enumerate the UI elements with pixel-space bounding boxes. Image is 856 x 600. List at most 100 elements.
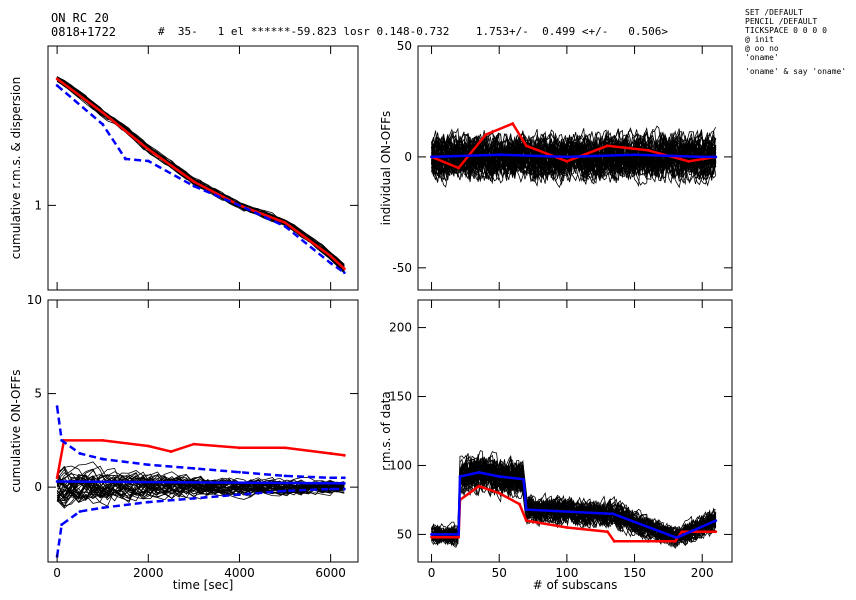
y-axis-label: r.m.s. of data <box>379 391 393 470</box>
individual-traces <box>431 450 717 549</box>
series-blue-point <box>238 493 241 497</box>
trace-line <box>56 76 345 272</box>
series-blue-point <box>101 457 105 461</box>
trace-line <box>56 78 345 266</box>
series-blue-point <box>342 271 346 275</box>
series-blue-point <box>55 84 59 87</box>
series-red-point <box>238 446 241 450</box>
series-blue-point <box>124 157 127 161</box>
series-blue-point <box>78 452 82 455</box>
series-blue-point <box>524 508 528 511</box>
series-blue-point <box>342 476 346 480</box>
series-red-point <box>565 526 569 529</box>
y-tick-label: 0 <box>34 480 42 494</box>
series-red-point <box>565 159 569 163</box>
plot-area <box>430 450 718 549</box>
series-blue-point <box>60 523 64 526</box>
series-blue-point <box>342 487 346 491</box>
trace-line <box>431 130 717 183</box>
individual-traces <box>56 461 345 509</box>
series-red-point <box>329 452 333 455</box>
series-red-point <box>192 442 196 446</box>
series-blue-point <box>238 203 241 207</box>
x-tick-label: 0 <box>53 566 61 580</box>
series-blue-point <box>497 475 501 478</box>
series-blue-point <box>60 438 64 442</box>
trace-line <box>56 471 345 504</box>
series-blue-point <box>676 535 680 539</box>
series-blue-point <box>78 510 82 513</box>
x-tick-label: 150 <box>623 566 646 580</box>
trace-line <box>56 76 345 272</box>
series-blue-point <box>673 535 677 539</box>
trace-line <box>56 77 345 268</box>
x-tick-label: 4000 <box>224 566 255 580</box>
series-blue-point <box>55 480 59 483</box>
plot-frame <box>417 45 733 291</box>
trace-line <box>431 134 717 184</box>
trace-line <box>56 77 345 269</box>
series-red-point <box>646 539 650 543</box>
plot-frame <box>47 45 359 291</box>
trace-line <box>56 76 345 273</box>
series-red-point <box>329 254 333 258</box>
series-red-point <box>101 111 105 115</box>
series-blue-point <box>611 512 615 516</box>
y-axis-label: cumulative ON-OFFs <box>9 369 23 492</box>
y-tick-label: 5 <box>34 387 42 401</box>
trace-line <box>56 77 345 269</box>
series-blue-point <box>329 476 333 480</box>
series-blue-point <box>101 506 105 510</box>
series-blue-point <box>146 463 150 467</box>
trace-line <box>56 470 345 499</box>
trace-line <box>431 134 717 185</box>
series-blue-line <box>431 153 716 159</box>
series-blue-line <box>57 480 345 485</box>
series-blue-point <box>146 500 150 504</box>
series-red-point <box>680 530 684 534</box>
series-red-point <box>430 535 433 539</box>
y-tick-label: 50 <box>397 527 412 541</box>
x-tick-label: 6000 <box>315 566 346 580</box>
top-left-chart: 1 cumulative r.m.s. & dispersion <box>9 45 359 291</box>
trace-line <box>56 78 345 267</box>
series-blue-point <box>329 261 333 265</box>
header-source: 0818+1722 <box>51 25 117 39</box>
series-red-point <box>518 502 521 506</box>
series-red-point <box>511 122 515 126</box>
series-blue-point <box>342 482 346 485</box>
series-red-line <box>55 439 345 479</box>
series-red-point <box>497 491 501 495</box>
series-red-point <box>612 539 616 543</box>
trace-line <box>56 77 345 267</box>
y-tick-label: 1 <box>34 198 42 212</box>
side-note: 'oname' <box>745 53 779 62</box>
series-red-point <box>477 484 481 488</box>
series-red-point <box>457 535 461 539</box>
series-red-point <box>55 476 59 480</box>
series-blue-point <box>522 477 525 481</box>
x-axis-label: # of subscans <box>533 578 618 592</box>
series-blue-point <box>633 153 636 157</box>
trace-line <box>56 476 345 503</box>
plot-area <box>55 405 346 558</box>
y-tick-label: -50 <box>392 261 412 275</box>
trace-line <box>431 458 717 544</box>
series-red-point <box>192 180 196 184</box>
y-tick-label: 100 <box>389 458 412 472</box>
series-red-point <box>606 144 609 148</box>
series-blue-point <box>192 496 196 500</box>
series-red-line <box>56 77 346 270</box>
series-blue-point <box>565 155 569 159</box>
series-red-point <box>673 539 677 543</box>
y-tick-label: 0 <box>404 150 412 164</box>
series-red-point <box>457 166 461 170</box>
individual-traces <box>56 76 345 274</box>
series-blue-point <box>497 153 501 157</box>
series-red-point <box>283 221 287 225</box>
series-blue-point <box>714 155 718 159</box>
plot-frame <box>47 299 359 563</box>
series-red-point <box>146 147 150 151</box>
trace-line <box>56 467 345 499</box>
